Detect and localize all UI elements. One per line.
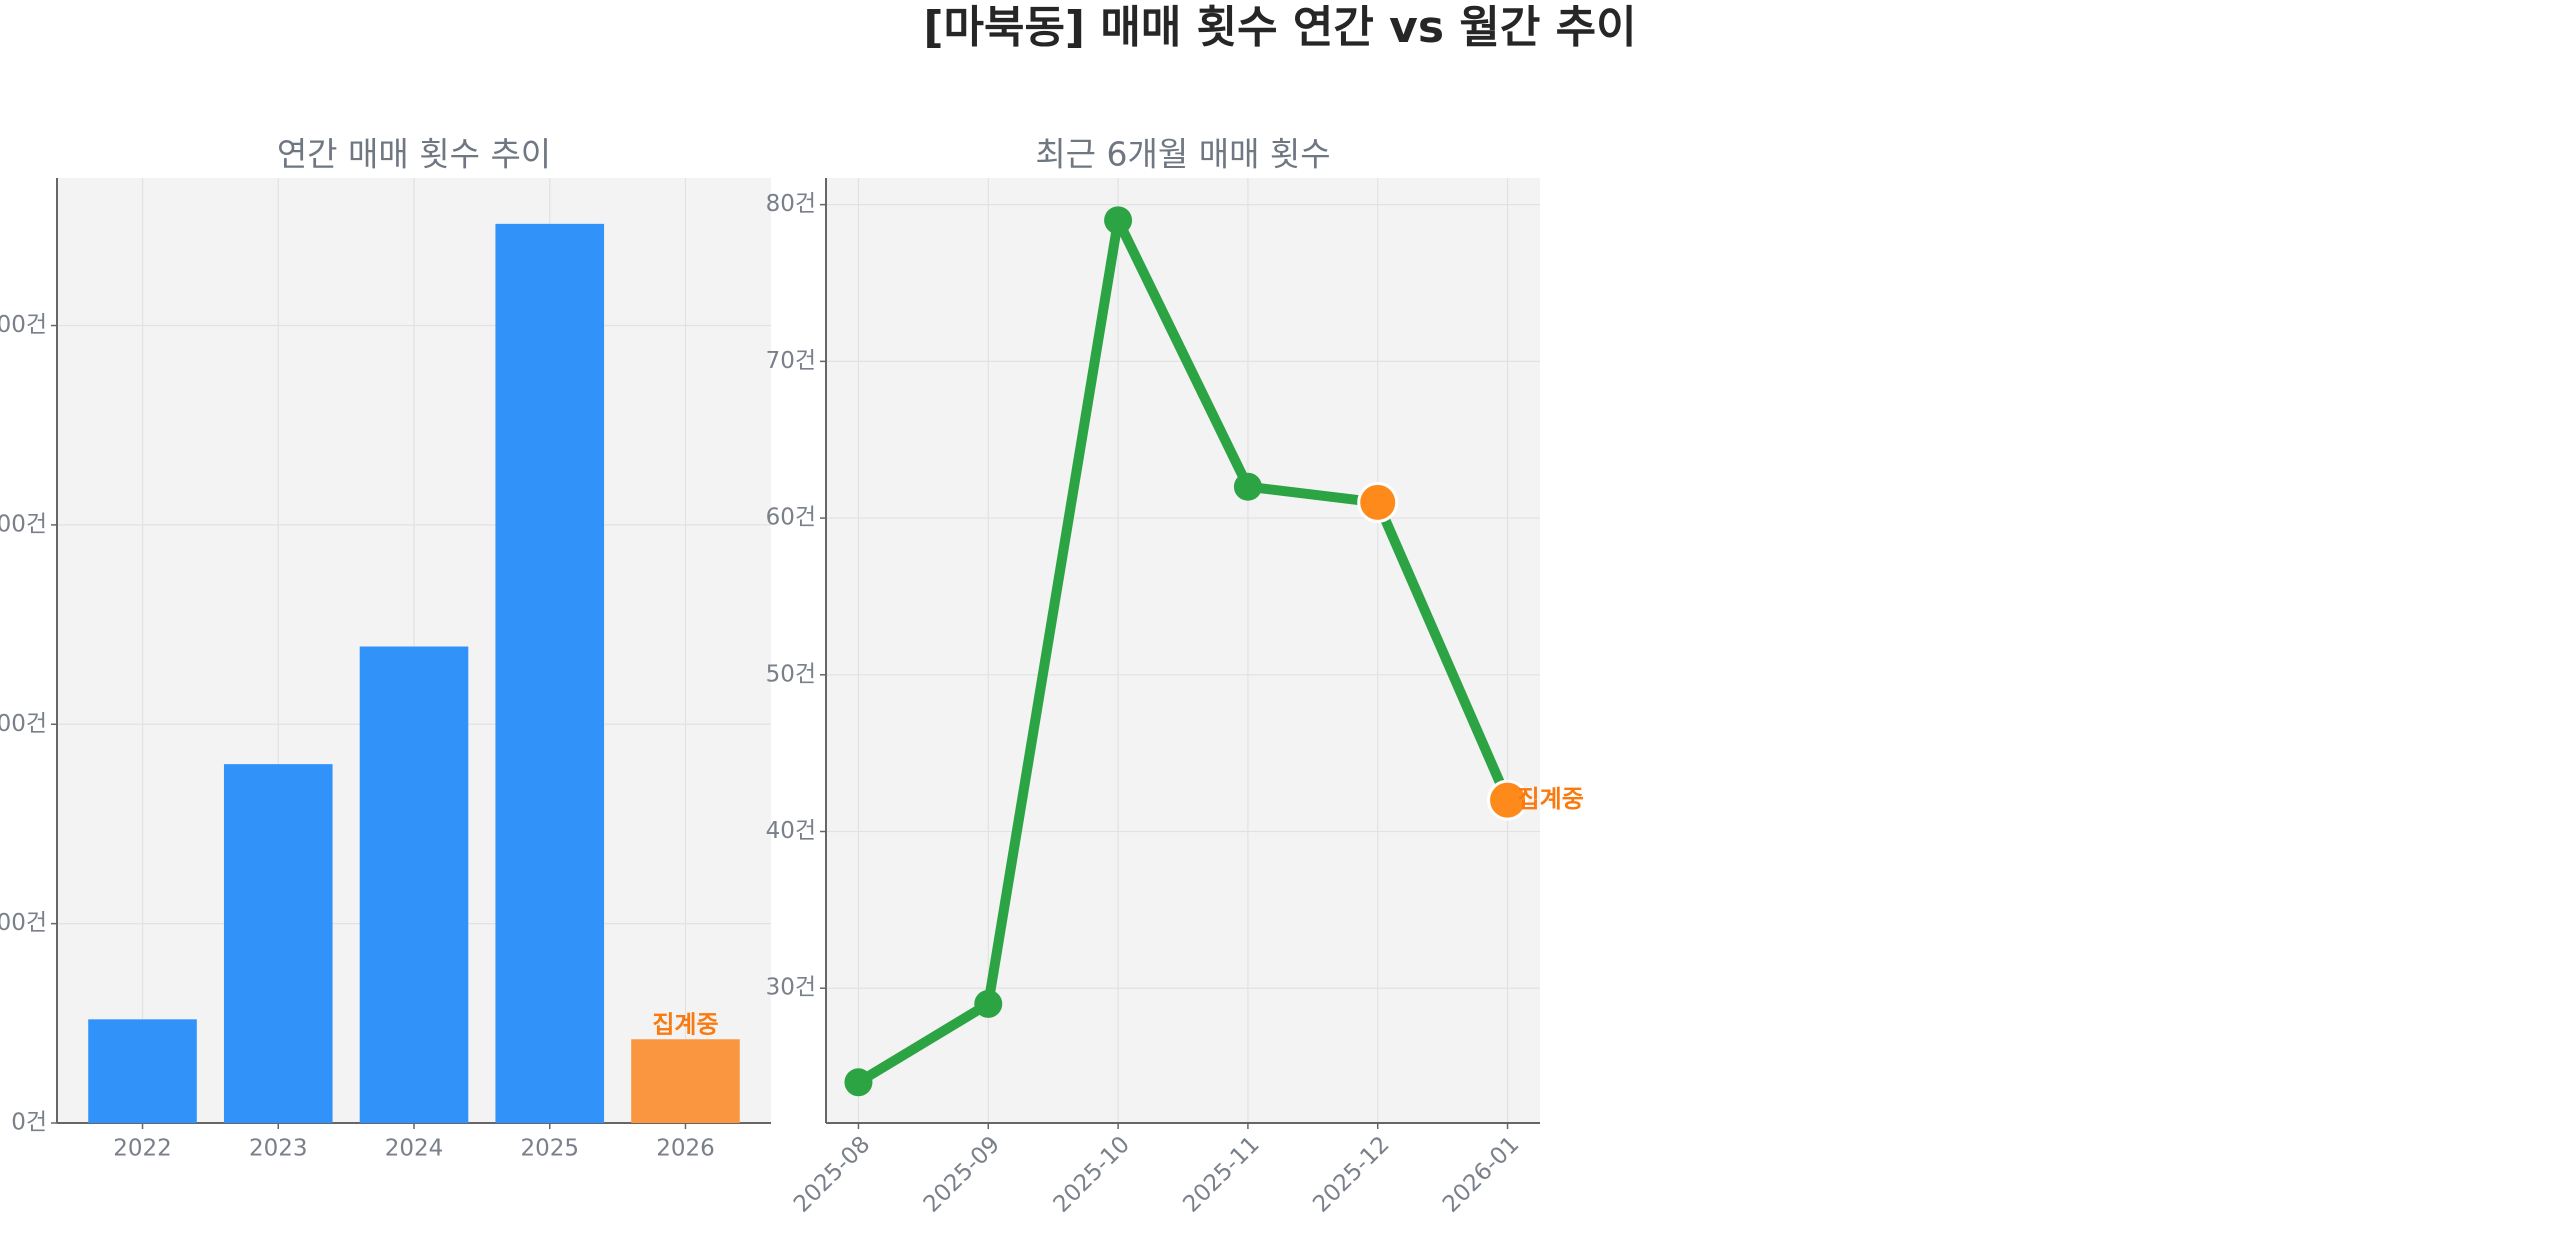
x-tick-label: 2025-10 (1049, 1131, 1135, 1217)
marker (1104, 206, 1133, 235)
x-tick-label: 2025-12 (1308, 1131, 1394, 1217)
x-tick-label: 2026 (656, 1136, 715, 1162)
bar (359, 646, 469, 1123)
bar (223, 764, 333, 1123)
chart-title: 연간 매매 횟수 추이 (277, 135, 551, 174)
marker (1487, 779, 1529, 821)
marker (844, 1068, 873, 1097)
y-tick-label: 30건 (766, 975, 816, 1001)
y-tick-label: 80건 (766, 191, 816, 217)
x-tick-label: 2025-09 (919, 1131, 1005, 1217)
bar (631, 1039, 740, 1123)
annotation: 집계중 (652, 1010, 718, 1038)
y-tick-label: 0건 (11, 1110, 47, 1136)
figure-title: [마북동] 매매 횟수 연간 vs 월간 추이 (923, 2, 1636, 53)
plot-area (826, 178, 1540, 1123)
bar (495, 223, 605, 1123)
y-tick-label: 300건 (0, 511, 47, 537)
y-tick-label: 40건 (766, 818, 816, 844)
y-tick-label: 100건 (0, 910, 47, 936)
bar (88, 1019, 197, 1123)
y-tick-label: 70건 (766, 348, 816, 374)
x-tick-label: 2024 (385, 1136, 444, 1162)
x-tick-label: 2026-01 (1438, 1131, 1524, 1217)
annotation: 집계중 (1518, 785, 1584, 813)
y-tick-label: 400건 (0, 312, 47, 338)
chart-title: 최근 6개월 매매 횟수 (1035, 135, 1330, 174)
x-tick-label: 2022 (113, 1136, 172, 1162)
marker (974, 989, 1003, 1018)
marker (1357, 481, 1399, 523)
y-tick-label: 50건 (766, 661, 816, 687)
x-tick-label: 2025 (520, 1136, 579, 1162)
y-tick-label: 200건 (0, 711, 47, 737)
y-tick-label: 60건 (766, 505, 816, 531)
marker (1233, 472, 1262, 501)
x-tick-label: 2025-11 (1178, 1131, 1264, 1217)
line (855, 215, 1513, 1087)
x-tick-label: 2023 (249, 1136, 308, 1162)
x-tick-label: 2025-08 (789, 1131, 875, 1217)
